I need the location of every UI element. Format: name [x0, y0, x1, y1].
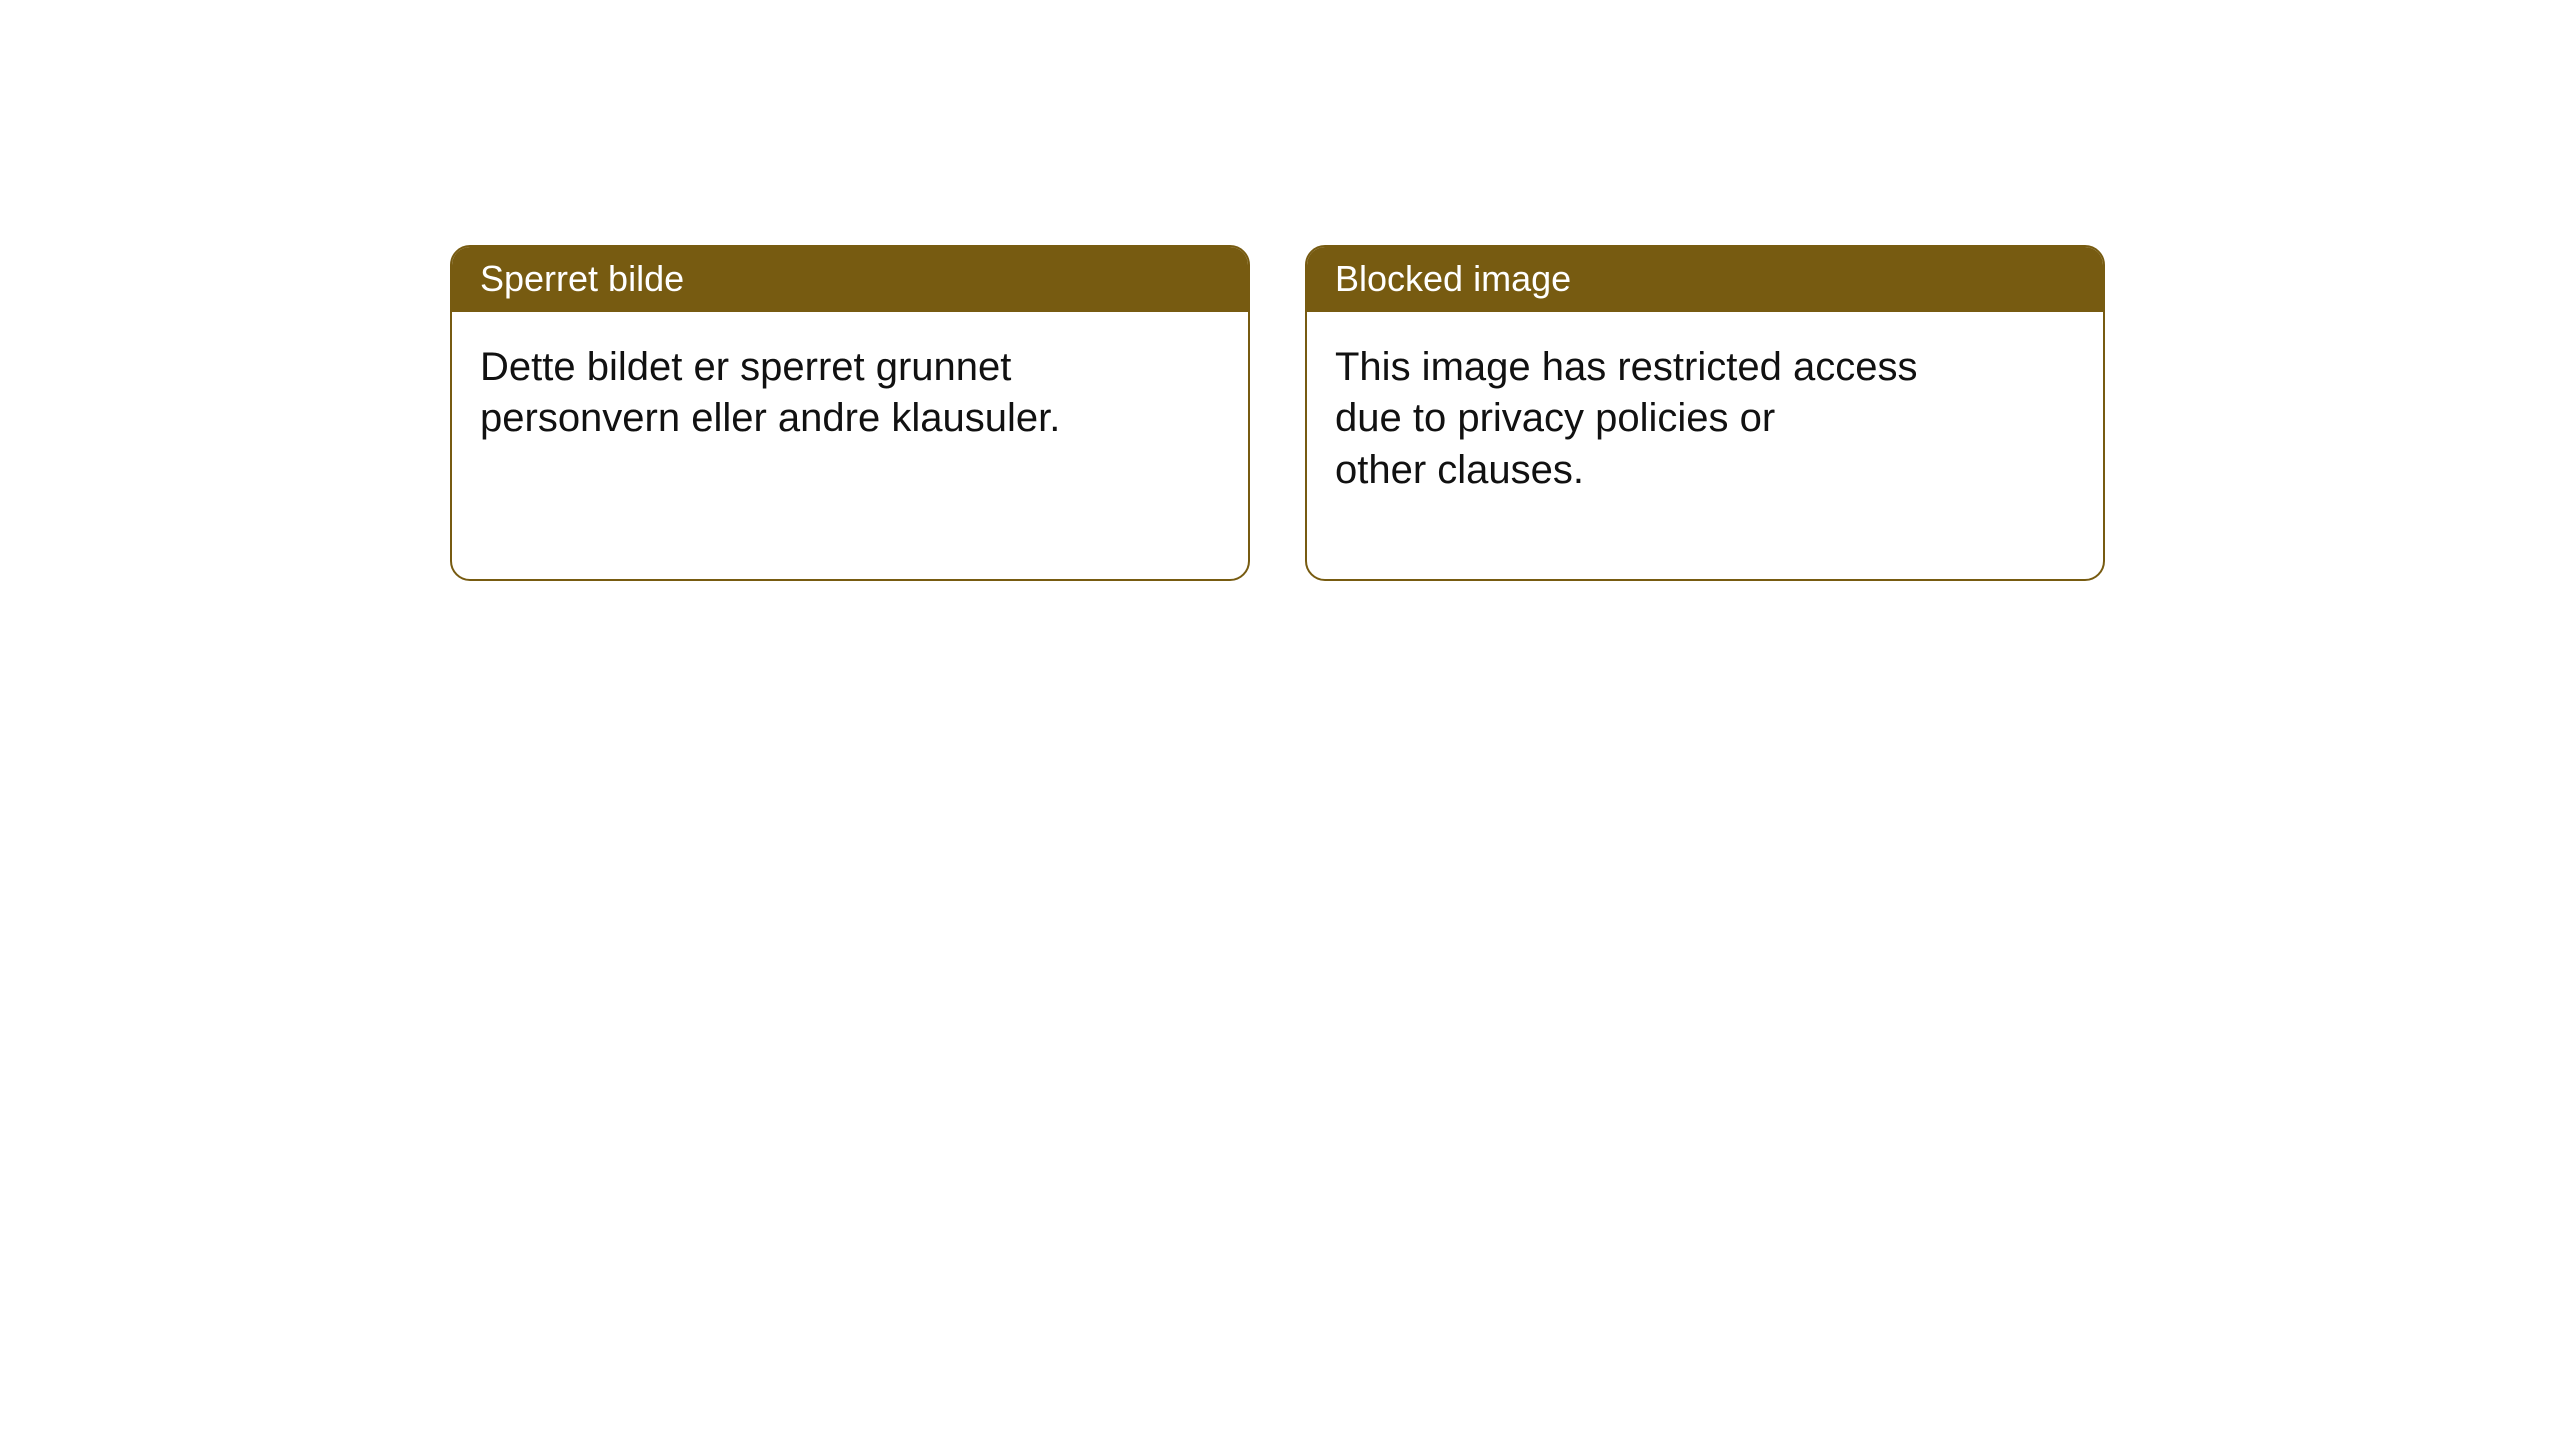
notice-title-norwegian: Sperret bilde — [452, 247, 1248, 312]
notice-card-norwegian: Sperret bilde Dette bildet er sperret gr… — [450, 245, 1250, 581]
notice-body-english: This image has restricted access due to … — [1307, 312, 2103, 496]
notice-container: Sperret bilde Dette bildet er sperret gr… — [450, 245, 2105, 581]
notice-card-english: Blocked image This image has restricted … — [1305, 245, 2105, 581]
notice-title-english: Blocked image — [1307, 247, 2103, 312]
notice-body-norwegian: Dette bildet er sperret grunnet personve… — [452, 312, 1248, 444]
